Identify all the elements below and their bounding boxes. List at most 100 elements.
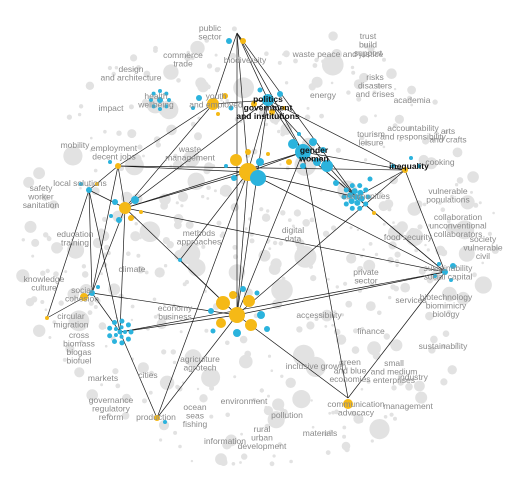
blue-node: [437, 262, 441, 266]
network-edge: [355, 169, 406, 198]
blue-node: [320, 147, 326, 153]
background-bubble: [341, 441, 351, 451]
blue-node: [79, 182, 83, 186]
background-bubble: [148, 390, 153, 395]
topic-label-food-security: food security: [384, 232, 433, 242]
background-bubble: [153, 45, 158, 51]
background-bubble: [163, 315, 170, 321]
background-bubble: [239, 461, 242, 464]
background-bubble: [279, 163, 282, 166]
topic-label-line: green: [339, 357, 361, 367]
blue-node: [119, 334, 124, 339]
background-bubble: [473, 202, 479, 208]
topic-label-line: commerce: [163, 50, 203, 60]
background-bubble: [351, 70, 356, 75]
background-bubble: [196, 387, 200, 391]
background-bubble: [239, 119, 243, 124]
background-bubble: [267, 238, 271, 243]
topic-label-rural-urban: rural urban development: [238, 424, 287, 451]
background-bubble: [278, 241, 284, 246]
blue-node: [116, 217, 122, 223]
topic-label-line: inclusive growth: [286, 361, 347, 371]
topic-label-society-civil: society vulnerable civil: [463, 234, 502, 261]
background-bubble: [137, 362, 149, 374]
background-bubble: [44, 308, 48, 312]
topic-label-line: fishing: [183, 419, 208, 429]
gold-node: [402, 167, 408, 173]
background-bubble: [225, 340, 230, 346]
topic-label-line: worker: [27, 192, 54, 202]
background-bubble: [454, 183, 459, 187]
background-bubble: [346, 253, 357, 264]
background-bubble: [374, 132, 377, 136]
blue-node: [128, 329, 134, 335]
blue-node: [309, 138, 317, 146]
network-edge: [88, 189, 93, 294]
topic-label-mobility: mobility: [61, 140, 91, 150]
background-bubble: [252, 397, 257, 402]
background-bubble: [397, 379, 404, 386]
blue-node: [295, 144, 311, 160]
blue-node: [117, 329, 123, 335]
network-edge: [88, 189, 121, 333]
gold-node: [45, 316, 49, 320]
background-bubble: [312, 63, 318, 68]
blue-node: [210, 328, 216, 334]
network-edge: [302, 151, 406, 171]
topic-label-line: cross: [69, 330, 89, 340]
topic-label-agriculture: agriculture agrotech: [180, 354, 220, 373]
network-edge: [236, 151, 304, 316]
network-edge: [267, 99, 406, 171]
gold-node: [216, 112, 220, 116]
topic-label-line: populations: [426, 195, 469, 205]
topic-label-line: culture: [31, 283, 57, 293]
blue-node: [348, 198, 355, 205]
background-bubble: [279, 407, 285, 412]
background-bubble: [127, 129, 137, 139]
background-bubble: [306, 316, 310, 320]
blue-node: [113, 332, 118, 337]
network-edge: [156, 314, 238, 419]
topic-label-line: arts: [441, 126, 455, 136]
gold-node: [95, 182, 99, 186]
topic-label-line: cities: [138, 370, 157, 380]
background-bubble: [201, 244, 206, 249]
background-bubble: [342, 434, 347, 439]
blue-node: [354, 199, 361, 206]
background-bubble: [357, 265, 364, 273]
topic-label-education-training: education training: [57, 229, 94, 248]
topic-label-pollution: pollution: [271, 410, 303, 420]
background-bubble: [359, 115, 369, 124]
background-bubble: [207, 63, 213, 69]
background-bubble: [277, 129, 281, 134]
blue-node: [112, 199, 118, 205]
topic-label-line: disasters: [358, 81, 392, 91]
topic-label-line: small: [384, 358, 404, 368]
background-bubbles: [16, 26, 499, 467]
gold-node: [230, 154, 242, 166]
topic-label-line: pollution: [271, 410, 303, 420]
blue-node: [449, 278, 453, 282]
blue-node: [277, 91, 283, 97]
network-edge: [236, 169, 406, 316]
background-bubble: [305, 356, 326, 377]
background-bubble: [282, 53, 285, 56]
topic-label-risks-disasters: risks disasters and crises: [356, 72, 395, 99]
topic-label-line: circular: [57, 311, 85, 321]
topic-label-line: accountability: [387, 123, 439, 133]
topic-label-line: unconventional: [429, 221, 486, 231]
background-bubble: [432, 99, 438, 105]
background-bubble: [319, 113, 324, 119]
background-bubble: [394, 114, 404, 124]
topic-label-line: vulnerable: [463, 243, 502, 253]
background-bubble: [112, 368, 119, 375]
topic-label-communication-advocacy: communication advocacy: [327, 399, 384, 418]
gold-node: [154, 415, 160, 421]
gold-node: [80, 293, 88, 301]
background-bubble: [154, 267, 165, 278]
background-bubble: [302, 219, 311, 227]
blue-node: [321, 160, 333, 172]
network-edge: [46, 189, 90, 319]
background-bubble: [81, 271, 89, 278]
